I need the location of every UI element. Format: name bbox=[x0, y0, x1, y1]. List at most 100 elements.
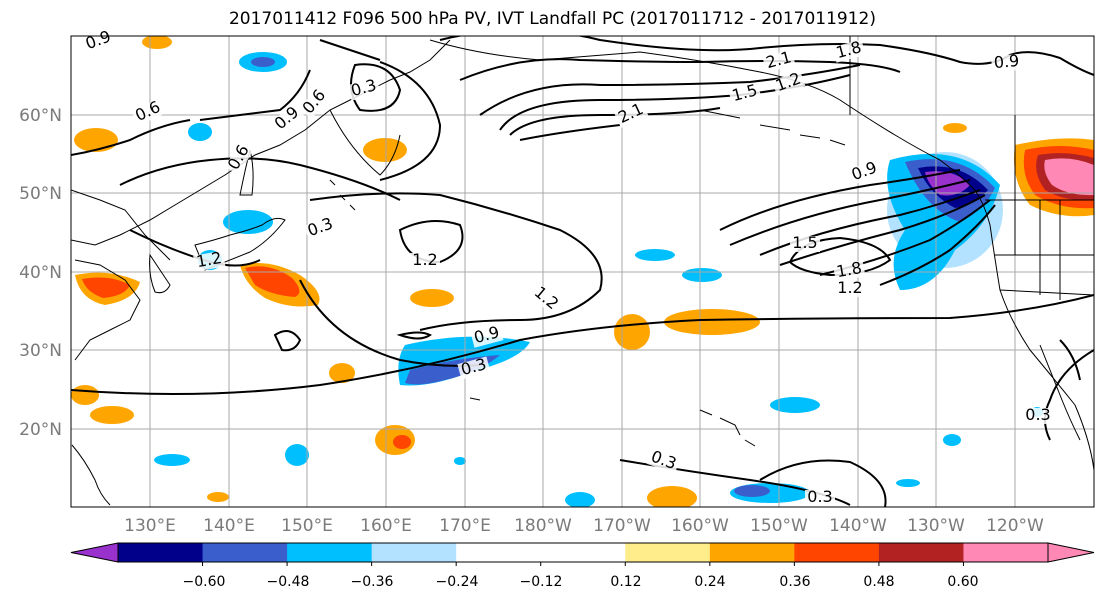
contour-label-background bbox=[347, 77, 381, 101]
pv-fill-negative bbox=[154, 454, 190, 466]
pv-fill-positive bbox=[245, 266, 300, 297]
colorbar-tick-labels: −0.60 −0.48 −0.36 −0.24 −0.12 0.12 0.24 0.36 0.4… bbox=[183, 562, 979, 590]
contour-label: 1.2 bbox=[195, 248, 223, 271]
contour-label: 0.9 bbox=[271, 102, 303, 133]
contour-line bbox=[459, 58, 901, 81]
colorbar-segment bbox=[963, 543, 1048, 562]
contour-label-background bbox=[131, 98, 166, 126]
contour-label: 2.1 bbox=[764, 47, 794, 72]
longitude-label: 150°E bbox=[281, 516, 333, 536]
contour-label-background bbox=[470, 324, 504, 348]
pv-fill-positive bbox=[71, 385, 99, 405]
contour-line bbox=[759, 459, 887, 507]
colorbar-tick-label: 0.36 bbox=[779, 574, 810, 590]
japan-coastline bbox=[194, 217, 286, 271]
contour-line bbox=[779, 194, 986, 266]
longitude-labels: 130°E 140°E 150°E 160°E 170°E 180°W 170°W 160°W… bbox=[124, 516, 1044, 536]
latitude-label: 30°N bbox=[19, 341, 62, 361]
asia-coastline bbox=[74, 259, 141, 361]
contour-label-background bbox=[225, 141, 254, 175]
colorbar bbox=[70, 542, 1095, 563]
colorbar-segment bbox=[202, 543, 288, 562]
contour-label-background bbox=[805, 490, 835, 506]
contour-label: 1.5 bbox=[730, 80, 760, 105]
contour-label-background bbox=[847, 159, 882, 185]
colorbar-tick-label: 0.48 bbox=[863, 574, 894, 590]
contour-line bbox=[1044, 349, 1094, 441]
pv-fill-negative bbox=[565, 492, 595, 507]
contour-line bbox=[119, 157, 401, 201]
pv-fill-positive bbox=[664, 309, 760, 335]
contour-line bbox=[273, 330, 302, 352]
pv-fill-positive bbox=[82, 277, 130, 298]
pv-fill-positive bbox=[363, 138, 407, 162]
contour-line bbox=[199, 39, 381, 121]
taiwan-coastline bbox=[71, 444, 111, 506]
map-title: 2017011412 F096 500 hPa PV, IVT Landfall… bbox=[228, 9, 876, 29]
contour-label-background bbox=[832, 39, 866, 63]
pacific-islands bbox=[329, 179, 481, 401]
contour-line bbox=[71, 294, 1094, 395]
longitude-label: 130°E bbox=[124, 516, 176, 536]
contour-label-background bbox=[193, 250, 226, 272]
contour-line bbox=[519, 124, 621, 141]
contour-label-background bbox=[762, 49, 796, 73]
latitude-label: 40°N bbox=[19, 263, 62, 283]
colorbar-tick-label: −0.60 bbox=[183, 574, 226, 590]
colorbar-tick-label: 0.60 bbox=[947, 574, 978, 590]
longitude-label: 170°W bbox=[593, 516, 651, 536]
contour-line bbox=[439, 36, 1094, 76]
colorbar-tick-label: −0.12 bbox=[520, 574, 563, 590]
colorbar-segment bbox=[371, 543, 457, 562]
baja-coastline bbox=[1039, 344, 1081, 441]
longitude-label: 140°W bbox=[829, 516, 887, 536]
colorbar-segment bbox=[709, 543, 795, 562]
contour-label: 0.3 bbox=[349, 75, 379, 100]
contour-label: 1.8 bbox=[834, 37, 864, 62]
asia-coastline bbox=[71, 189, 171, 261]
contour-label: 1.2 bbox=[837, 278, 862, 297]
pv-fill-negative bbox=[734, 485, 770, 497]
colorbar-segment bbox=[118, 543, 204, 562]
contour-label: 0.9 bbox=[993, 51, 1020, 72]
longitude-label: 180°W bbox=[514, 516, 572, 536]
longitude-label: 160°E bbox=[360, 516, 412, 536]
latitude-label: 20°N bbox=[19, 420, 62, 440]
contour-line bbox=[379, 61, 442, 181]
pv-fill-positive bbox=[393, 435, 411, 449]
colorbar-outline bbox=[117, 542, 1049, 563]
hawaii-islands bbox=[699, 409, 756, 447]
contour-label-background bbox=[991, 53, 1023, 73]
contour-label-background bbox=[270, 103, 305, 135]
colorbar-tick-label: −0.48 bbox=[267, 574, 310, 590]
longitude-label: 130°W bbox=[907, 516, 965, 536]
pv-fill-negative bbox=[943, 434, 961, 446]
contour-line bbox=[719, 169, 961, 231]
longitude-label: 150°W bbox=[750, 516, 808, 536]
longitude-label: 160°W bbox=[671, 516, 729, 536]
colorbar-extend-max bbox=[1047, 542, 1095, 563]
graticule bbox=[71, 36, 1094, 507]
colorbar-segment bbox=[625, 543, 711, 562]
aleutian-islands bbox=[699, 109, 846, 146]
colorbar-segment bbox=[456, 543, 542, 562]
contour-label: 1.2 bbox=[531, 282, 563, 313]
asia-coastline bbox=[71, 39, 451, 246]
contour-line bbox=[879, 204, 996, 286]
pv-fill-positive bbox=[90, 406, 134, 424]
colorbar-tick-label: −0.36 bbox=[351, 574, 394, 590]
contour-line bbox=[479, 64, 861, 116]
contour-label: 1.5 bbox=[792, 233, 817, 252]
contour-label: 0.3 bbox=[1025, 405, 1050, 424]
pv-fill-negative bbox=[770, 397, 820, 413]
colorbar-segment bbox=[794, 543, 880, 562]
colorbar-segment bbox=[287, 543, 373, 562]
pv-fill-negative bbox=[454, 457, 466, 465]
pv-fill-negative bbox=[285, 444, 309, 466]
contour-label-background bbox=[646, 448, 681, 474]
contour-label-background bbox=[303, 215, 338, 241]
contour-label-background bbox=[81, 28, 116, 54]
pv-fill-positive bbox=[1044, 158, 1094, 196]
pv-fill-negative bbox=[896, 479, 920, 487]
pv-fill-negative bbox=[188, 123, 212, 141]
